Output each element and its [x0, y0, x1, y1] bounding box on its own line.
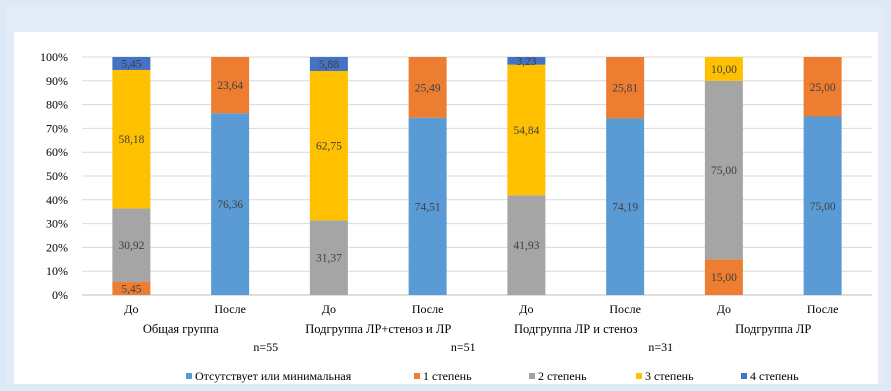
y-tick-label: 100% — [40, 50, 68, 64]
data-label: 76,36 — [217, 199, 243, 211]
data-label: 62,75 — [316, 141, 342, 153]
data-label: 41,93 — [513, 240, 539, 252]
data-label: 30,92 — [118, 240, 144, 252]
group-label: Подгруппа ЛР+стеноз и ЛР — [305, 322, 451, 336]
y-tick-label: 30% — [46, 217, 68, 231]
y-tick-label: 90% — [46, 74, 68, 88]
data-label: 74,51 — [415, 201, 441, 213]
x-tick-label: До — [322, 302, 336, 316]
y-tick-label: 0% — [52, 288, 68, 302]
data-label: 25,00 — [810, 82, 836, 94]
x-tick-label: После — [609, 302, 641, 316]
x-tick-label: До — [519, 302, 533, 316]
y-tick-label: 20% — [46, 240, 68, 254]
data-label: 5,45 — [121, 58, 141, 70]
y-tick-label: 70% — [46, 121, 68, 135]
data-label: 25,49 — [415, 82, 441, 94]
legend-label: 1 степень — [423, 369, 472, 383]
bar-segment — [507, 195, 546, 295]
legend-label: Отсутствует или минимальная — [195, 369, 352, 383]
bar-segment — [704, 80, 743, 260]
x-tick-label: После — [214, 302, 246, 316]
data-label: 5,45 — [121, 284, 141, 296]
x-tick-label: После — [412, 302, 444, 316]
bar-segment — [704, 57, 743, 81]
data-label: 10,00 — [711, 64, 737, 76]
bar-segment — [408, 117, 447, 295]
x-tick-label: До — [124, 302, 138, 316]
legend-swatch — [414, 373, 420, 379]
data-label: 74,19 — [612, 202, 638, 214]
legend-swatch — [741, 373, 747, 379]
legend-swatch — [529, 373, 535, 379]
legend-swatch — [636, 373, 642, 379]
data-label: 5,88 — [319, 59, 339, 71]
bar-segment — [112, 282, 151, 295]
bar-segment — [211, 57, 250, 114]
bar-segment — [112, 69, 151, 209]
bar-segment — [704, 259, 743, 295]
group-n-label: n=51 — [451, 340, 476, 354]
bar-segment — [309, 220, 348, 295]
bar-segment — [507, 57, 546, 65]
group-label: Подгруппа ЛР — [735, 322, 811, 336]
bar-segment — [112, 208, 151, 283]
data-label: 31,37 — [316, 253, 342, 265]
y-tick-label: 10% — [46, 264, 68, 278]
data-label: 54,84 — [513, 125, 539, 137]
bar-segment — [803, 57, 842, 117]
group-label: Подгруппа ЛР и стеноз — [514, 322, 638, 336]
y-tick-label: 40% — [46, 193, 68, 207]
bar-segment — [507, 64, 546, 196]
x-tick-label: До — [717, 302, 731, 316]
y-tick-label: 60% — [46, 145, 68, 159]
y-tick-label: 50% — [46, 169, 68, 183]
data-label: 58,18 — [118, 134, 144, 146]
bar-segment — [309, 70, 348, 221]
legend-label: 4 степень — [750, 369, 799, 383]
bar-segment — [211, 113, 250, 295]
data-label: 75,00 — [810, 201, 836, 213]
data-label: 23,64 — [217, 80, 243, 92]
x-tick-label: После — [807, 302, 839, 316]
legend-swatch — [186, 373, 192, 379]
group-label: Общая группа — [143, 322, 219, 336]
bar-segment — [309, 57, 348, 71]
legend-label: 2 степень — [538, 369, 587, 383]
data-label: 15,00 — [711, 272, 737, 284]
bar-segment — [408, 57, 447, 118]
group-n-label: n=55 — [253, 340, 278, 354]
data-label: 3,23 — [516, 56, 536, 68]
group-n-label: n=31 — [648, 340, 673, 354]
legend-label: 3 степень — [645, 369, 694, 383]
bar-segment — [112, 57, 151, 70]
data-label: 75,00 — [711, 165, 737, 177]
bar-segment — [606, 118, 645, 296]
y-tick-label: 80% — [46, 98, 68, 112]
data-label: 25,81 — [612, 83, 638, 95]
bar-segment — [803, 116, 842, 295]
bar-segment — [606, 57, 645, 119]
